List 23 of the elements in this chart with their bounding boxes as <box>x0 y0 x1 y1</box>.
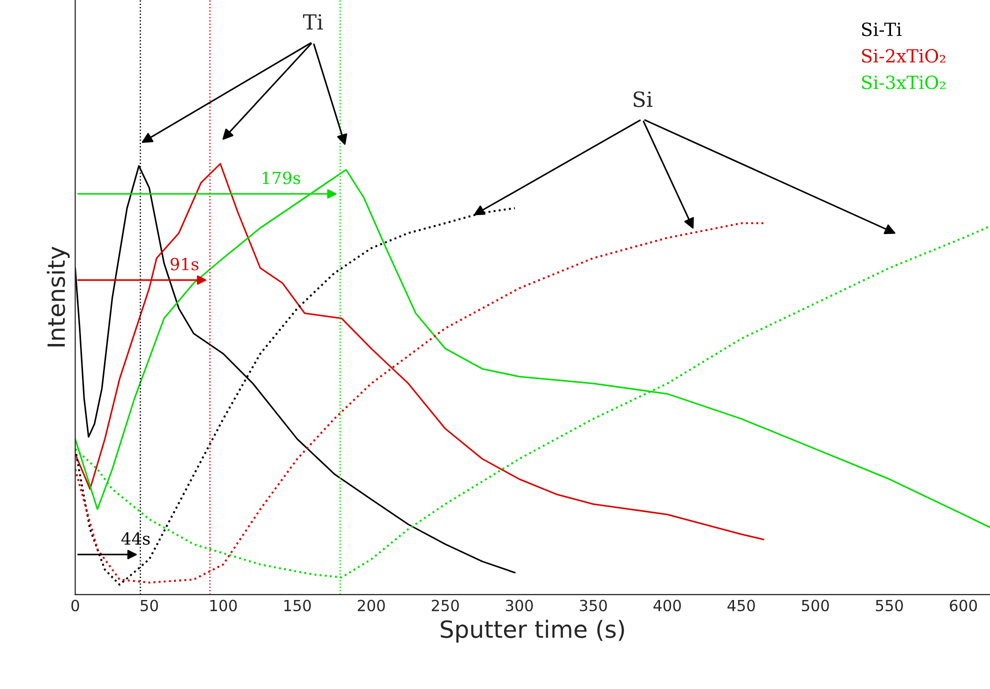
x-tick-label: 500 <box>802 600 829 612</box>
x-tick-label: 100 <box>210 600 237 612</box>
x-tick-label: 0 <box>71 600 80 612</box>
text: Si <box>634 91 652 108</box>
x-tick-label: 150 <box>284 600 311 612</box>
x-tick-label: 200 <box>358 600 385 612</box>
x-tick-label: 600 <box>950 600 977 612</box>
x-tick-label: 350 <box>580 600 607 612</box>
x-tick-label: 550 <box>876 600 903 612</box>
annotation: 91s <box>170 258 198 270</box>
text: Si-Ti <box>862 22 902 36</box>
x-tick-label: 400 <box>653 600 681 612</box>
x-tick-label: 250 <box>432 600 459 612</box>
x-tick-label: 300 <box>506 600 533 612</box>
annotation: 44s <box>121 532 150 545</box>
y-axis-title: Intensity <box>46 246 70 346</box>
text: Si-3xTiO₂ <box>862 76 946 90</box>
annotation: 179s <box>262 172 300 184</box>
text: Ti <box>303 14 323 30</box>
text: Si-2xTiO₂ <box>862 49 946 63</box>
x-tick-label: 450 <box>727 600 755 612</box>
x-axis-title: Sputter time (s) <box>440 620 624 643</box>
x-tick-label: 50 <box>140 600 158 612</box>
